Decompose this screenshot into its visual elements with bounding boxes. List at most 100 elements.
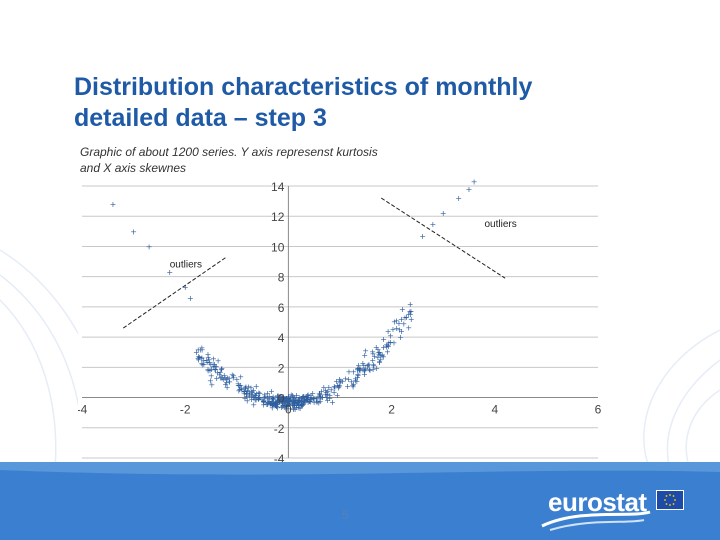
- data-point: +: [205, 365, 212, 374]
- data-point: +: [261, 396, 268, 405]
- data-point: +: [397, 333, 404, 342]
- data-point: +: [280, 398, 287, 407]
- data-point: +: [318, 387, 325, 396]
- data-point: +: [210, 355, 217, 364]
- data-point: +: [290, 393, 297, 402]
- data-point: +: [267, 399, 274, 408]
- data-point: +: [292, 405, 299, 414]
- data-point: +: [325, 387, 332, 396]
- data-point: +: [362, 365, 369, 374]
- data-point: +: [218, 365, 225, 374]
- data-point: +: [359, 359, 366, 368]
- data-point: +: [317, 391, 324, 400]
- data-point: +: [276, 393, 283, 402]
- data-point: +: [348, 378, 355, 387]
- data-point: +: [326, 383, 333, 392]
- data-point: +: [316, 389, 323, 398]
- data-point: +: [166, 268, 173, 277]
- data-point: +: [252, 396, 259, 405]
- data-point: +: [269, 397, 276, 406]
- data-point: +: [249, 390, 256, 399]
- data-point: +: [226, 377, 233, 386]
- data-point: +: [352, 374, 359, 383]
- data-point: +: [345, 375, 352, 384]
- data-point: +: [354, 370, 361, 379]
- data-point: +: [387, 331, 394, 340]
- data-point: +: [278, 395, 285, 404]
- data-point: +: [299, 393, 306, 402]
- data-point: +: [296, 396, 303, 405]
- data-point: +: [383, 340, 390, 349]
- data-point: +: [391, 338, 398, 347]
- data-point: +: [198, 359, 205, 368]
- data-point: +: [380, 335, 387, 344]
- data-point: +: [224, 374, 231, 383]
- data-point: +: [281, 397, 288, 406]
- data-point: +: [230, 373, 237, 382]
- data-point: +: [274, 404, 281, 413]
- data-point: +: [210, 360, 217, 369]
- data-point: +: [272, 401, 279, 410]
- data-point: +: [396, 319, 403, 328]
- x-tick-label: 4: [491, 403, 498, 417]
- data-point: +: [291, 399, 298, 408]
- data-point: +: [264, 400, 271, 409]
- data-point: +: [364, 362, 371, 371]
- data-point: +: [334, 381, 341, 390]
- data-point: +: [405, 324, 412, 333]
- data-point: +: [283, 402, 290, 411]
- data-point: +: [230, 371, 237, 380]
- data-point: +: [366, 365, 373, 374]
- data-point: +: [235, 380, 242, 389]
- data-point: +: [350, 381, 357, 390]
- data-point: +: [235, 381, 242, 390]
- data-point: +: [396, 326, 403, 335]
- data-point: +: [283, 394, 290, 403]
- data-point: +: [275, 395, 282, 404]
- data-point: +: [298, 396, 305, 405]
- data-point: +: [303, 394, 310, 403]
- data-point: +: [290, 401, 297, 410]
- data-point: +: [386, 339, 393, 348]
- y-tick-label: 6: [278, 301, 285, 315]
- data-point: +: [285, 401, 292, 410]
- data-point: +: [331, 382, 338, 391]
- data-point: +: [398, 327, 405, 336]
- data-point: +: [384, 348, 391, 357]
- data-point: +: [269, 394, 276, 403]
- data-point: +: [269, 400, 276, 409]
- data-point: +: [311, 398, 318, 407]
- data-point: +: [299, 401, 306, 410]
- data-point: +: [283, 402, 290, 411]
- data-point: +: [338, 377, 345, 386]
- data-point: +: [283, 395, 290, 404]
- data-point: +: [293, 395, 300, 404]
- data-point: +: [326, 394, 333, 403]
- data-point: +: [298, 400, 305, 409]
- data-point: +: [419, 232, 426, 241]
- data-point: +: [217, 368, 224, 377]
- footer-band: [0, 462, 720, 540]
- data-point: +: [374, 353, 381, 362]
- data-point: +: [281, 403, 288, 412]
- data-point: +: [296, 402, 303, 411]
- data-point: +: [360, 361, 367, 370]
- data-point: +: [383, 343, 390, 352]
- data-point: +: [277, 396, 284, 405]
- data-point: +: [229, 371, 236, 380]
- data-point: +: [336, 375, 343, 384]
- data-point: +: [285, 392, 292, 401]
- data-point: +: [299, 400, 306, 409]
- data-point: +: [385, 342, 392, 351]
- data-point: +: [201, 360, 208, 369]
- data-point: +: [208, 372, 215, 381]
- data-point: +: [274, 392, 281, 401]
- data-point: +: [294, 398, 301, 407]
- data-point: +: [278, 393, 285, 402]
- data-point: +: [333, 377, 340, 386]
- data-point: +: [350, 382, 357, 391]
- data-point: +: [290, 397, 297, 406]
- data-point: +: [215, 357, 222, 366]
- data-point: +: [253, 382, 260, 391]
- data-point: +: [303, 393, 310, 402]
